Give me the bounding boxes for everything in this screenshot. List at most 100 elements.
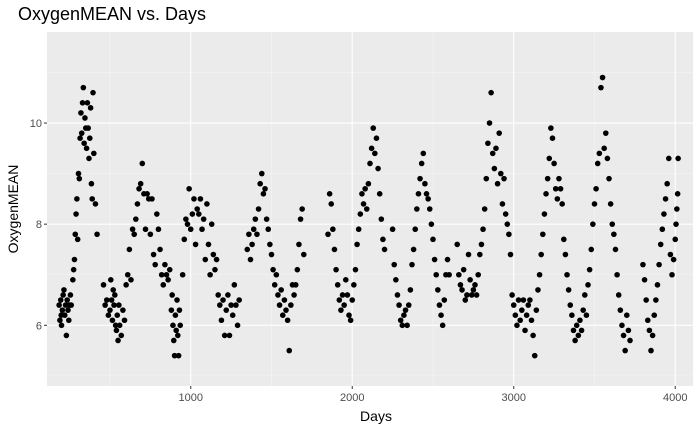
data-point: [292, 282, 299, 288]
data-point: [418, 160, 425, 167]
data-point: [252, 216, 259, 222]
data-point: [575, 332, 582, 339]
data-point: [404, 322, 410, 329]
data-point: [360, 201, 367, 207]
data-point: [157, 246, 163, 253]
data-point: [549, 135, 556, 141]
data-point: [570, 327, 577, 334]
data-point: [494, 180, 501, 187]
data-point: [478, 241, 485, 248]
data-point: [204, 201, 210, 207]
data-point: [527, 297, 533, 303]
data-point: [349, 297, 356, 303]
data-point: [191, 196, 197, 202]
data-point: [669, 271, 675, 278]
data-point: [231, 282, 238, 288]
data-point: [112, 322, 119, 329]
data-point: [472, 282, 478, 288]
data-point: [517, 317, 523, 324]
data-point: [86, 155, 92, 162]
data-point: [506, 231, 512, 238]
x-tick-label: 3000: [501, 392, 525, 404]
data-point: [535, 287, 541, 293]
data-point: [674, 191, 681, 197]
data-point: [391, 261, 398, 268]
data-point: [405, 302, 412, 308]
data-point: [137, 180, 144, 187]
data-point: [354, 241, 360, 248]
data-point: [552, 185, 559, 192]
data-point: [622, 347, 628, 354]
data-point: [118, 332, 125, 339]
data-point: [577, 317, 583, 324]
data-point: [515, 297, 522, 303]
data-point: [262, 185, 268, 192]
data-point: [441, 297, 448, 303]
data-point: [58, 322, 65, 329]
data-point: [393, 277, 399, 283]
data-point: [115, 337, 121, 344]
data-point: [436, 302, 443, 308]
data-point: [236, 297, 242, 303]
data-point: [653, 297, 659, 303]
data-point: [454, 241, 461, 248]
data-point: [339, 292, 346, 298]
data-point: [286, 347, 293, 354]
data-point: [565, 287, 572, 293]
data-point: [536, 271, 543, 278]
data-point: [273, 271, 280, 278]
data-point: [402, 307, 409, 313]
data-point: [200, 216, 207, 222]
data-point: [152, 261, 159, 268]
data-point: [544, 175, 551, 182]
data-point: [168, 307, 175, 313]
data-point: [389, 226, 396, 233]
data-point: [646, 327, 653, 334]
data-point: [169, 292, 175, 298]
data-point: [352, 266, 359, 273]
data-point: [176, 307, 183, 313]
data-point: [502, 211, 509, 217]
data-point: [561, 236, 567, 243]
data-point: [673, 221, 679, 227]
data-point: [229, 312, 236, 319]
data-point: [501, 175, 507, 182]
data-point: [108, 297, 115, 303]
data-point: [296, 241, 302, 248]
data-point: [399, 322, 406, 329]
data-point: [509, 292, 515, 298]
data-point: [344, 292, 351, 298]
data-point: [139, 160, 146, 167]
data-point: [84, 100, 91, 106]
data-point: [60, 292, 66, 298]
data-point: [107, 277, 114, 283]
data-point: [612, 246, 619, 253]
data-point: [131, 231, 138, 238]
data-point: [525, 302, 532, 308]
data-point: [116, 302, 122, 308]
data-point: [61, 287, 67, 293]
y-axis: 6 8 10: [30, 118, 47, 332]
data-point: [172, 312, 179, 319]
data-point: [59, 307, 66, 313]
data-point: [276, 302, 283, 308]
data-point: [64, 297, 70, 303]
y-axis-title: OxygenMEAN: [5, 165, 21, 254]
data-point: [142, 226, 149, 233]
data-point: [417, 175, 423, 182]
data-point: [85, 125, 91, 131]
data-point: [114, 312, 121, 319]
data-point: [78, 130, 85, 136]
data-point: [265, 226, 272, 233]
data-point: [640, 261, 646, 268]
data-point: [541, 211, 548, 217]
data-point: [580, 307, 586, 313]
data-point: [92, 201, 99, 207]
data-point: [604, 155, 611, 162]
data-point: [670, 256, 677, 263]
data-point: [174, 297, 180, 303]
data-point: [254, 231, 260, 238]
data-point: [217, 302, 223, 308]
data-point: [401, 312, 407, 319]
data-point: [160, 282, 167, 288]
